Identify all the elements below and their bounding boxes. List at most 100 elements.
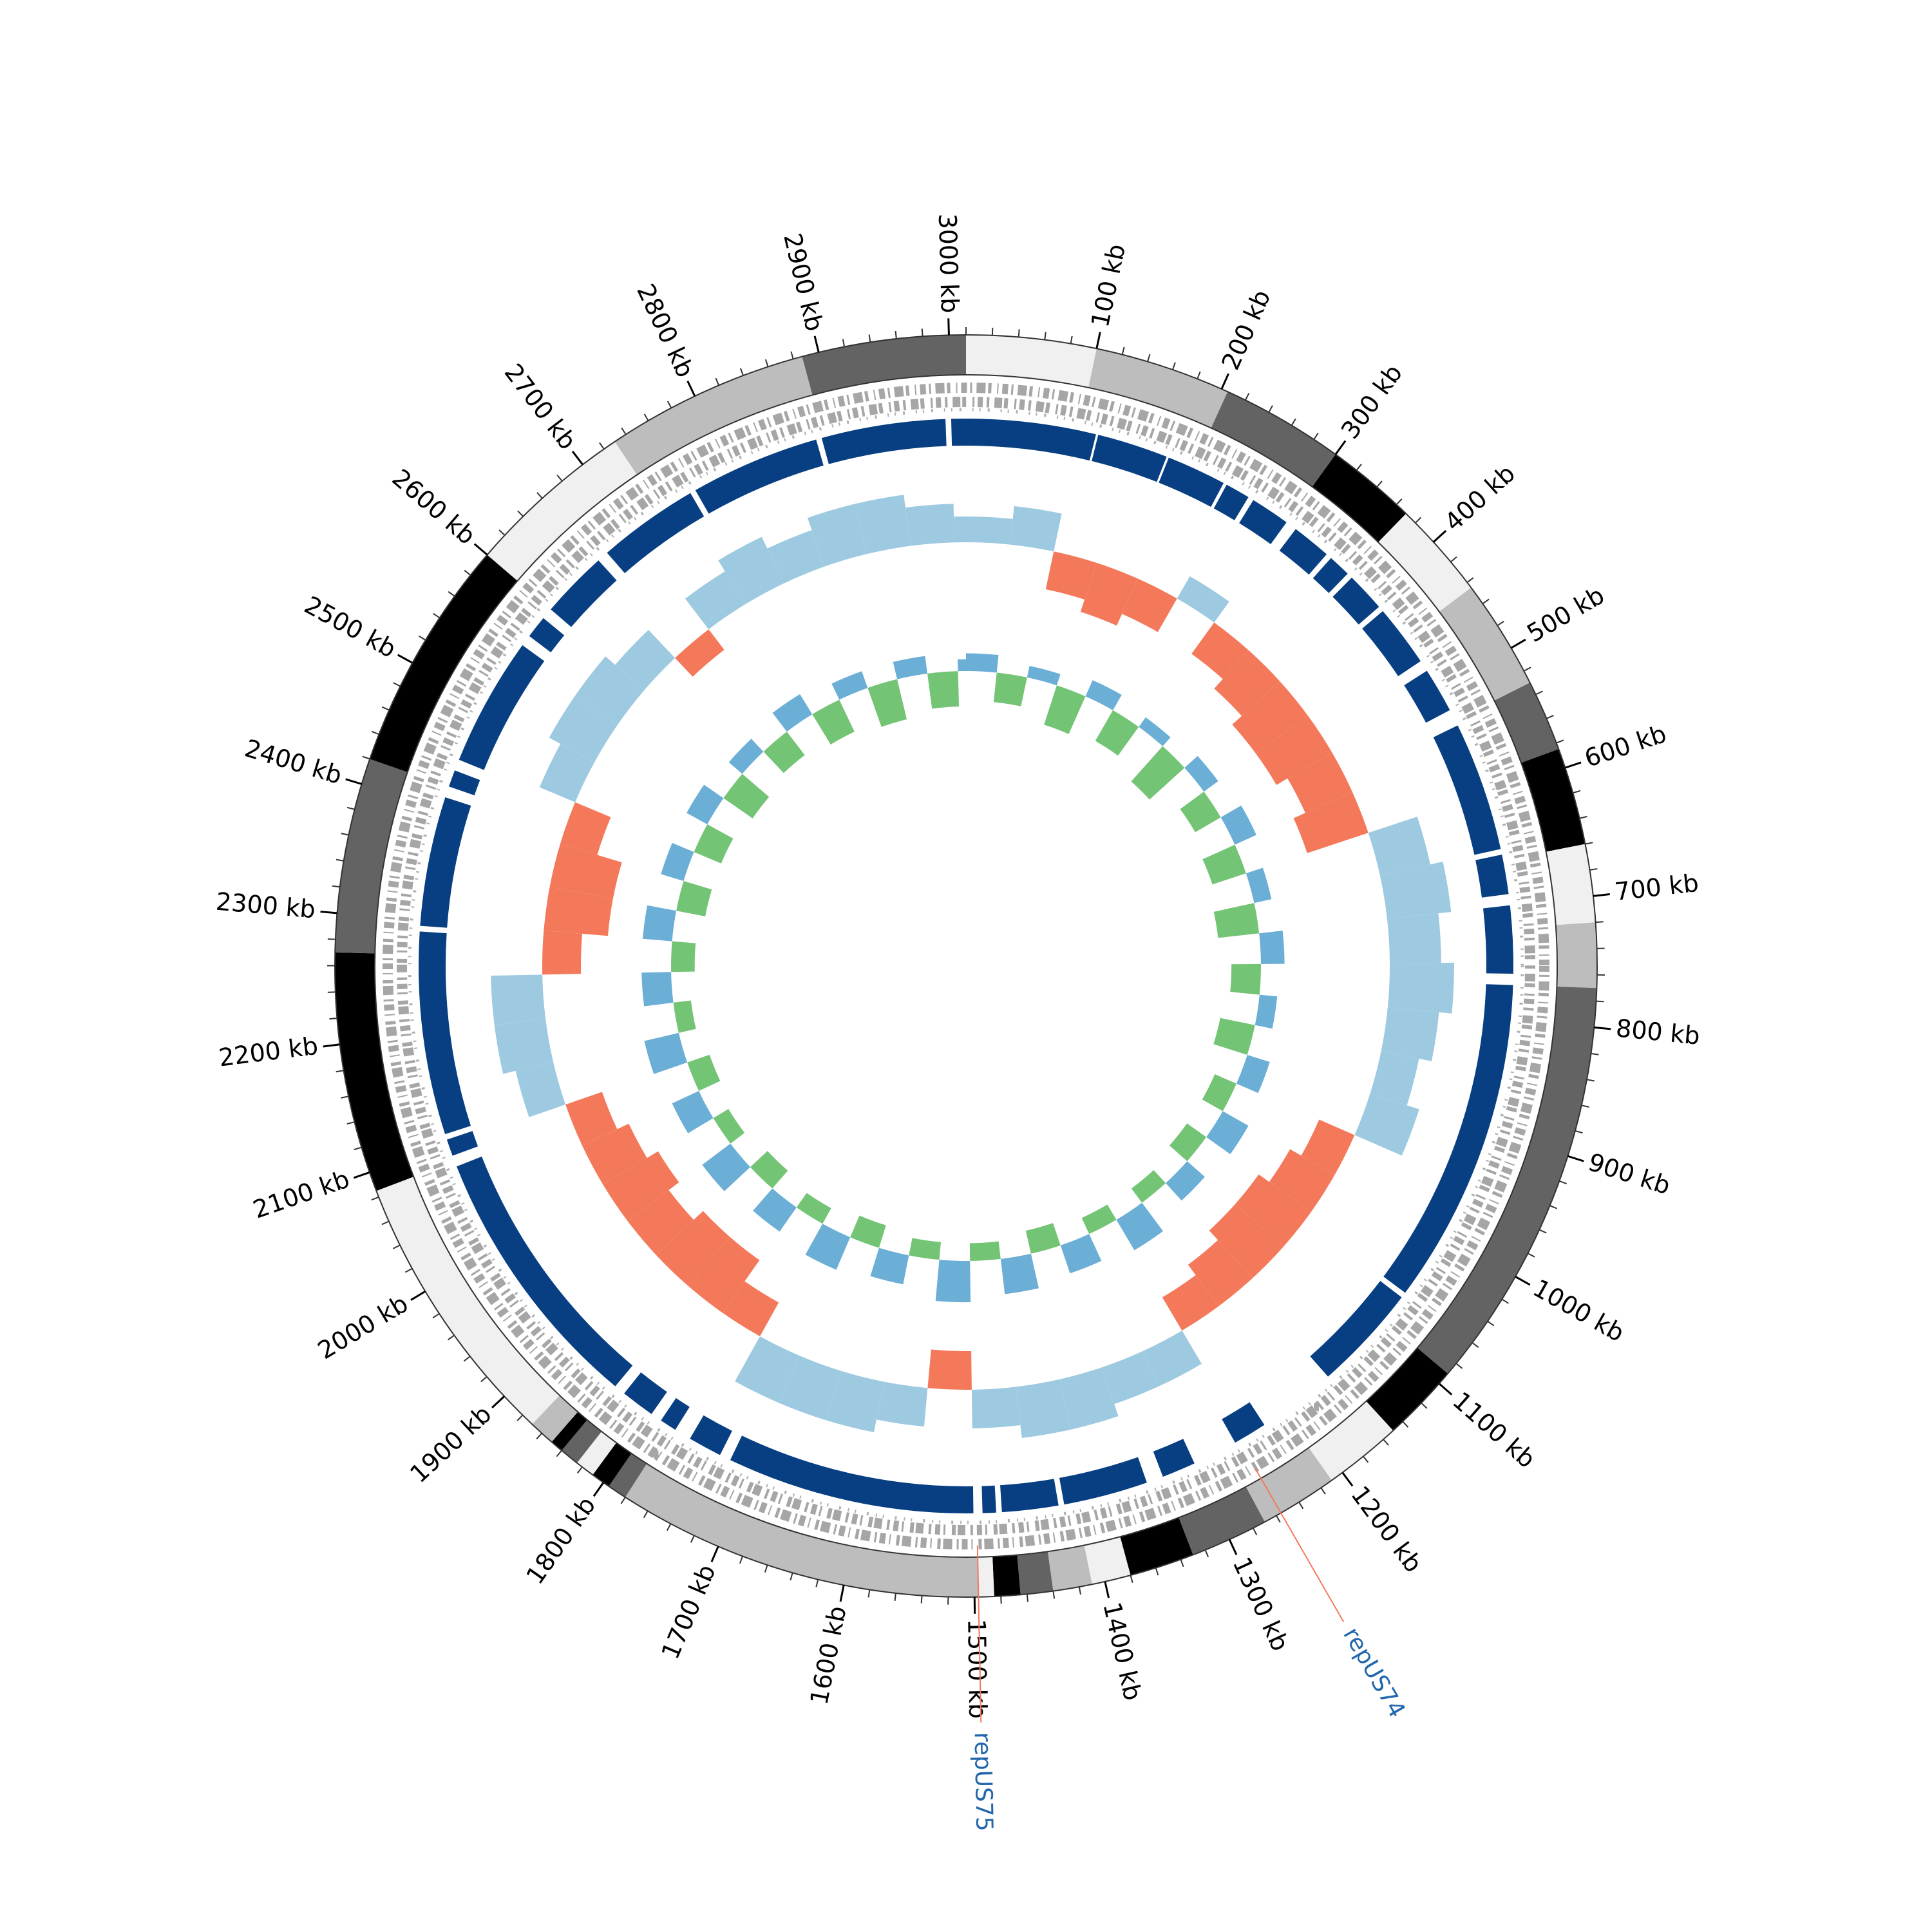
signal-bar — [767, 530, 825, 583]
band — [1521, 749, 1586, 852]
minor-tick — [393, 682, 401, 687]
signal-bar — [1213, 1018, 1255, 1055]
x-tick-label: 100 kb — [1086, 242, 1131, 330]
signal-bar — [515, 1062, 566, 1117]
minor-tick — [1052, 1591, 1056, 1599]
signal-bar — [1165, 1161, 1205, 1201]
minor-tick — [404, 1267, 413, 1273]
signal-bar — [1191, 622, 1249, 679]
band — [1017, 1551, 1054, 1595]
band — [370, 554, 518, 772]
x-tick-label: 3000 kb — [933, 213, 964, 314]
minor-tick — [1070, 336, 1073, 344]
major-tick — [1438, 1383, 1453, 1396]
signal-bar — [966, 516, 1013, 545]
minor-tick — [341, 1095, 349, 1099]
signal-bar — [1101, 1350, 1159, 1405]
signal-bar — [544, 886, 613, 936]
contig — [1059, 1457, 1147, 1505]
signal-bar — [491, 974, 546, 1025]
minor-tick — [576, 1466, 583, 1474]
signal-bar — [1177, 576, 1229, 623]
signal-bar — [560, 802, 611, 855]
band — [1211, 392, 1336, 487]
minor-tick — [464, 569, 471, 576]
signal-bar — [1059, 1367, 1119, 1430]
minor-tick — [463, 1356, 471, 1362]
signal-bar — [1301, 1119, 1355, 1175]
band — [532, 1395, 578, 1443]
signal-bar — [1209, 1204, 1284, 1278]
signal-bar — [750, 1151, 788, 1189]
major-tick — [839, 1585, 845, 1602]
band — [1555, 922, 1597, 989]
major-tick — [473, 543, 488, 556]
minor-tick — [867, 1589, 871, 1598]
contig — [529, 618, 565, 652]
minor-tick — [1402, 1421, 1409, 1428]
x-tick-label: 400 kb — [1439, 459, 1520, 536]
contig — [1404, 670, 1450, 723]
minor-tick — [419, 635, 426, 641]
band — [966, 335, 1097, 388]
signal-bar — [728, 739, 764, 774]
minor-tick — [1586, 1079, 1595, 1082]
x-tick-label: 2900 kb — [778, 231, 829, 334]
minor-tick — [332, 885, 340, 888]
signal-bar — [1000, 1253, 1039, 1294]
signal-bar — [1044, 685, 1086, 734]
signal-bar — [1060, 1234, 1102, 1274]
signal-bar — [1381, 1007, 1439, 1061]
band-outline — [374, 374, 1558, 1558]
contig — [690, 1415, 732, 1455]
contig — [661, 1397, 690, 1430]
gene-small — [408, 408, 1524, 1524]
signal-bar — [644, 1032, 688, 1074]
minor-tick — [1180, 1559, 1184, 1567]
signal-bar — [1202, 844, 1246, 885]
minor-tick — [516, 1414, 524, 1421]
minor-tick — [536, 492, 543, 499]
minor-tick — [643, 413, 649, 421]
minor-tick — [1415, 516, 1422, 524]
band — [1179, 1486, 1265, 1555]
x-tick-label: 1400 kb — [1097, 1600, 1147, 1703]
minor-tick — [643, 1510, 649, 1519]
band — [1439, 587, 1530, 701]
x-tick-label: 500 kb — [1522, 581, 1609, 648]
minor-tick — [868, 334, 871, 343]
band — [1494, 683, 1559, 763]
signal-bar — [1162, 1274, 1219, 1331]
contig — [1092, 435, 1167, 482]
x-tick-label: 2100 kb — [249, 1164, 353, 1224]
minor-tick — [1589, 868, 1598, 871]
signal-bar — [893, 656, 928, 679]
minor-tick — [1421, 1402, 1428, 1409]
band — [1417, 987, 1597, 1374]
signal-bar — [763, 732, 805, 773]
contig — [1312, 558, 1348, 593]
signal-bar — [1255, 994, 1278, 1029]
minor-tick — [1275, 1515, 1281, 1523]
major-tick — [1095, 332, 1101, 349]
minor-tick — [1535, 690, 1543, 696]
minor-tick — [354, 1146, 362, 1150]
signal-bar — [687, 1236, 760, 1313]
minor-tick — [1320, 1487, 1326, 1495]
minor-tick — [517, 510, 524, 517]
minor-tick — [1245, 393, 1250, 401]
band — [1546, 844, 1596, 925]
signal-bar — [1220, 805, 1256, 845]
annotation-label: repUS75 — [969, 1732, 998, 1832]
signal-bar — [1025, 1223, 1061, 1254]
x-tick-label: 2800 kb — [631, 279, 699, 382]
contig — [1332, 577, 1379, 625]
minor-tick — [621, 427, 627, 435]
band — [1088, 348, 1228, 428]
band — [1378, 513, 1472, 612]
band — [335, 759, 408, 954]
signal-bar — [582, 1123, 647, 1185]
signal-bar — [702, 1143, 750, 1191]
minor-tick — [599, 442, 605, 450]
band — [1245, 1448, 1332, 1522]
